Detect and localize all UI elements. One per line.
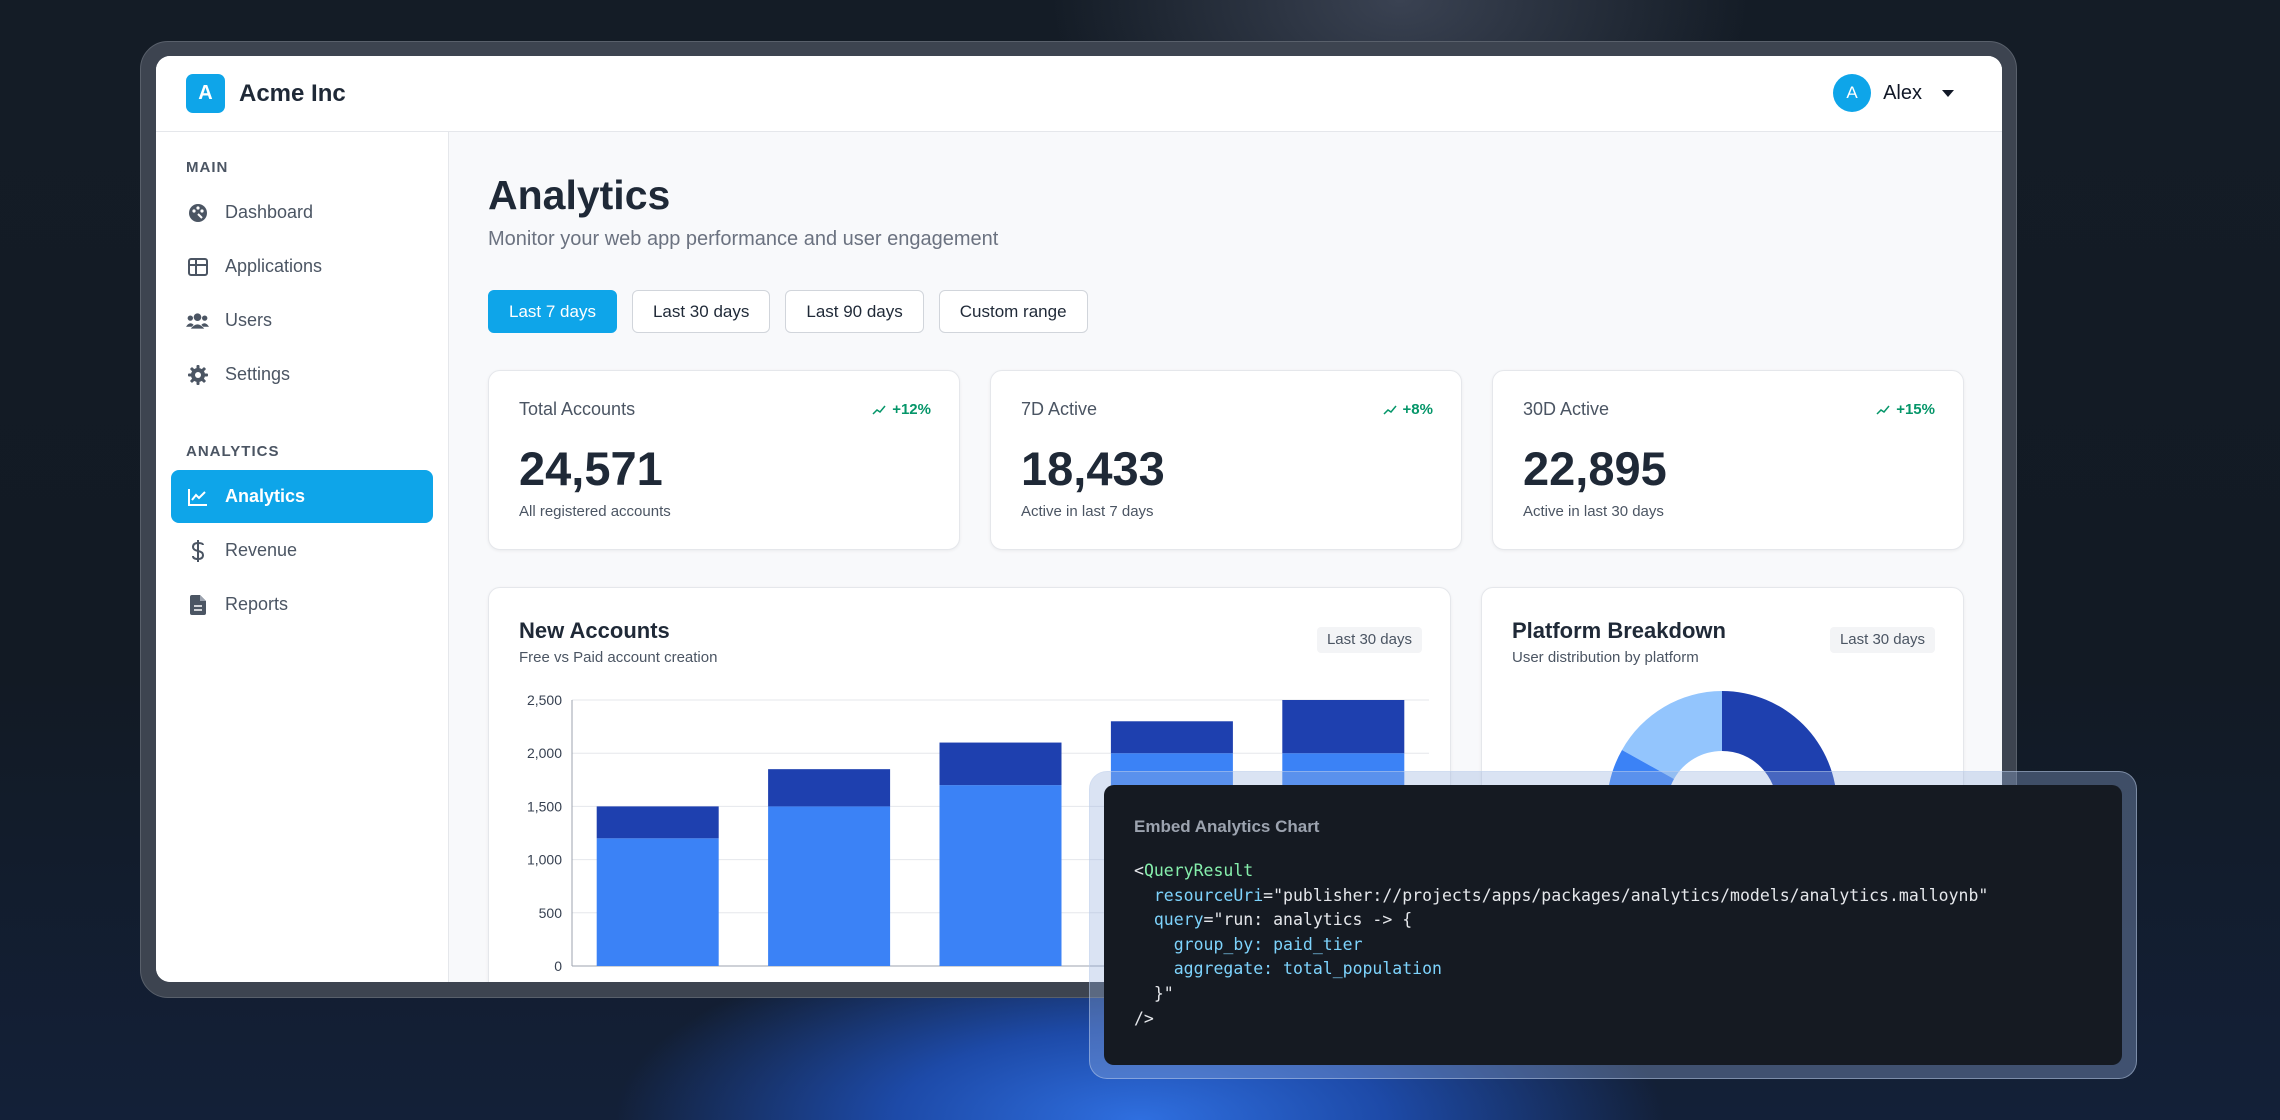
date-range-group: Last 7 days Last 30 days Last 90 days Cu…: [488, 290, 1088, 333]
avatar[interactable]: A: [1833, 74, 1872, 112]
chart-title: Platform Breakdown: [1512, 618, 1726, 643]
chart-subtitle: Free vs Paid account creation: [519, 649, 718, 666]
stat-trend-value: +15%: [1896, 401, 1935, 418]
sidebar-item-label: Applications: [225, 256, 323, 276]
code-value: paid_tier: [1273, 934, 1363, 954]
sidebar-item-label: Users: [225, 310, 273, 330]
code-value: total_population: [1283, 959, 1442, 979]
sidebar-item-analytics[interactable]: Analytics: [171, 470, 433, 523]
page-subtitle: Monitor your web app performance and use…: [488, 228, 999, 250]
palette-icon: [186, 201, 209, 224]
sidebar: MAIN Dashboard Applications Users Settin…: [156, 132, 449, 982]
sidebar-item-users[interactable]: Users: [171, 294, 433, 347]
y-tick-label: 2,000: [527, 745, 562, 761]
chart-title: New Accounts: [519, 618, 670, 643]
sidebar-item-label: Dashboard: [225, 202, 314, 222]
stat-label: 30D Active: [1523, 399, 1610, 419]
sidebar-item-reports[interactable]: Reports: [171, 578, 433, 631]
stat-caption: Active in last 7 days: [1021, 503, 1154, 520]
sidebar-item-label: Reports: [225, 594, 289, 614]
code-query-close: }": [1153, 983, 1174, 1003]
sidebar-item-dashboard[interactable]: Dashboard: [171, 186, 433, 239]
bar-series-1[interactable]: [596, 838, 719, 966]
y-tick-label: 1,000: [527, 852, 562, 868]
brand-name[interactable]: Acme Inc: [239, 80, 346, 107]
stat-trend: +15%: [1876, 401, 1935, 418]
stat-card-7d-active: 7D Active +8% 18,433 Active in last 7 da…: [990, 370, 1462, 550]
bar-series-2[interactable]: [768, 769, 891, 807]
stat-trend: +8%: [1383, 401, 1433, 418]
stat-card-total-accounts: Total Accounts +12% 24,571 All registere…: [488, 370, 960, 550]
trend-up-icon: [1876, 405, 1890, 415]
sidebar-item-label: Settings: [225, 364, 291, 384]
gear-icon: [186, 363, 209, 386]
stat-value: 22,895: [1523, 442, 1667, 495]
stat-trend-value: +8%: [1402, 401, 1433, 418]
sidebar-item-settings[interactable]: Settings: [171, 348, 433, 401]
y-tick-label: 1,500: [527, 798, 562, 814]
chart-subtitle: User distribution by platform: [1512, 649, 1699, 666]
chart-range-badge: Last 30 days: [1316, 627, 1422, 653]
chart-range-badge: Last 30 days: [1829, 627, 1935, 653]
code-attr: resourceUri: [1153, 885, 1264, 905]
range-last-7-days-button[interactable]: Last 7 days: [488, 290, 617, 333]
user-name[interactable]: Alex: [1883, 81, 1922, 104]
bar-series-2[interactable]: [1110, 721, 1233, 754]
code-key: group_by:: [1173, 934, 1264, 954]
bar-series-2[interactable]: [1282, 700, 1405, 754]
bar-series-1[interactable]: [768, 806, 891, 966]
range-last-30-days-button[interactable]: Last 30 days: [631, 290, 771, 333]
sidebar-section-main: MAIN: [186, 159, 229, 176]
donut-slice-2: [1622, 691, 1722, 779]
stat-value: 18,433: [1021, 442, 1165, 495]
caret-down-icon[interactable]: [1942, 89, 1954, 97]
embed-code-panel[interactable]: Embed Analytics Chart <QueryResult resou…: [1104, 785, 2122, 1065]
brand-logo[interactable]: A: [186, 74, 225, 113]
donut-slice-1: [1722, 691, 1837, 806]
range-custom-button[interactable]: Custom range: [938, 290, 1088, 333]
code-tag: QueryResult: [1143, 861, 1254, 880]
stat-label: Total Accounts: [519, 399, 636, 419]
document-icon: [186, 593, 209, 616]
range-last-90-days-button[interactable]: Last 90 days: [785, 290, 924, 333]
bar-series-2[interactable]: [939, 742, 1062, 786]
code-attr: query: [1153, 910, 1204, 930]
sidebar-item-applications[interactable]: Applications: [171, 240, 433, 293]
stat-caption: All registered accounts: [519, 503, 671, 520]
grid-icon: [186, 255, 209, 278]
chart-line-icon: [186, 485, 209, 508]
embed-code-block[interactable]: <QueryResult resourceUri="publisher://pr…: [1134, 861, 1989, 1028]
code-string: "run: analytics -> {: [1213, 910, 1413, 930]
bar-series-1[interactable]: [939, 785, 1062, 966]
sidebar-item-label: Revenue: [225, 540, 298, 560]
embed-title: Embed Analytics Chart: [1134, 817, 1320, 836]
code-key: aggregate:: [1173, 959, 1274, 979]
stat-value: 24,571: [519, 442, 663, 495]
users-icon: [186, 309, 209, 332]
code-tag-close: />: [1134, 1008, 1154, 1028]
stat-trend: +12%: [872, 401, 931, 418]
stat-label: 7D Active: [1021, 399, 1098, 419]
sidebar-section-analytics: ANALYTICS: [186, 443, 280, 460]
stat-caption: Active in last 30 days: [1523, 503, 1664, 520]
code-bracket: <: [1134, 861, 1144, 880]
stat-trend-value: +12%: [892, 401, 931, 418]
sidebar-item-revenue[interactable]: Revenue: [171, 524, 433, 577]
stat-card-30d-active: 30D Active +15% 22,895 Active in last 30…: [1492, 370, 1964, 550]
top-bar: A Acme Inc A Alex: [156, 56, 2002, 132]
page-title: Analytics: [488, 172, 671, 218]
code-string: "publisher://projects/apps/packages/anal…: [1273, 885, 1989, 905]
trend-up-icon: [872, 405, 886, 415]
y-tick-label: 2,500: [527, 692, 562, 708]
dollar-icon: [186, 539, 209, 562]
user-menu[interactable]: A Alex: [1833, 74, 1954, 112]
sidebar-item-label: Analytics: [225, 486, 306, 506]
y-tick-label: 0: [554, 958, 562, 974]
bar-series-2[interactable]: [596, 806, 719, 839]
trend-up-icon: [1383, 405, 1397, 415]
y-tick-label: 500: [539, 905, 563, 921]
